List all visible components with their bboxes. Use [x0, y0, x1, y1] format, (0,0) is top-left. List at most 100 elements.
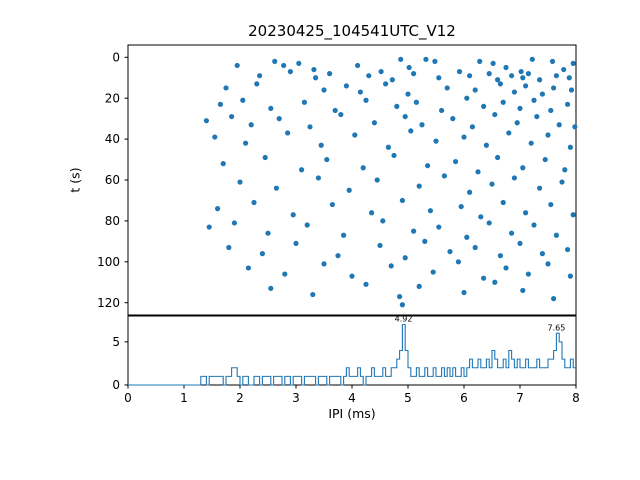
scatter-point — [251, 199, 257, 206]
scatter-point — [436, 224, 442, 230]
scatter-point — [506, 130, 512, 136]
scatter-point — [229, 113, 235, 120]
scatter-point — [570, 212, 576, 218]
scatter-point — [520, 75, 526, 81]
scatter-point — [352, 132, 358, 138]
scatter-point — [402, 113, 408, 120]
scatter-point — [489, 181, 495, 187]
scatter-point — [357, 89, 363, 95]
scatter-point — [268, 105, 274, 112]
scatter-point — [304, 222, 310, 228]
scatter-point — [523, 210, 529, 216]
scatter-point — [561, 66, 567, 73]
scatter-point — [377, 242, 383, 249]
scatter-point — [332, 107, 338, 114]
scatter-point — [500, 199, 506, 206]
scatter-point — [511, 89, 517, 95]
scatter-point — [423, 56, 429, 62]
scatter-point — [321, 261, 327, 267]
scatter-point — [273, 185, 279, 191]
scatter-point — [341, 232, 347, 238]
scatter-point — [338, 111, 344, 118]
scatter-point — [450, 116, 456, 122]
scatter-point — [520, 287, 526, 294]
scatter-point — [416, 183, 422, 189]
scatter-point — [296, 60, 302, 67]
scatter-point — [405, 91, 411, 97]
scatter-point — [318, 142, 324, 148]
chart-title: 20230425_104541UTC_V12 — [248, 22, 456, 40]
scatter-point — [349, 273, 355, 279]
y-tick-label: 0 — [112, 378, 120, 392]
scatter-point — [472, 87, 478, 93]
scatter-point — [542, 156, 548, 163]
scatter-point — [531, 222, 537, 228]
scatter-point — [321, 87, 327, 93]
scatter-point — [327, 71, 333, 77]
y-tick-label: 5 — [112, 335, 120, 349]
y-tick-label: 100 — [97, 255, 120, 269]
scatter-point — [566, 75, 572, 81]
scatter-point — [425, 163, 431, 169]
scatter-point — [545, 261, 551, 267]
scatter-point — [567, 144, 574, 150]
scatter-point — [503, 64, 509, 71]
scatter-point — [419, 122, 425, 128]
scatter-point — [537, 185, 543, 191]
scatter-point — [226, 244, 232, 251]
scatter-point — [567, 273, 574, 279]
scatter-point — [464, 95, 470, 101]
scatter-point — [469, 124, 475, 130]
scatter-point — [495, 77, 501, 83]
scatter-point — [329, 201, 335, 208]
scatter-point — [568, 87, 575, 93]
scatter-point — [281, 62, 287, 69]
scatter-point — [254, 81, 260, 87]
scatter-point — [481, 275, 487, 281]
scatter-point — [523, 83, 529, 89]
scatter-point — [243, 140, 249, 146]
scatter-point — [518, 68, 524, 75]
scatter-point — [492, 111, 498, 118]
y-tick-label: 120 — [97, 296, 120, 310]
scatter-point — [355, 62, 361, 69]
scatter-point — [478, 214, 484, 220]
scatter-point — [439, 107, 445, 114]
scatter-point — [570, 60, 576, 67]
scatter-point — [311, 66, 317, 73]
scatter-point — [539, 251, 546, 257]
scatter-point — [380, 218, 386, 224]
scatter-point — [402, 255, 408, 261]
scatter-point — [455, 259, 461, 265]
scatter-point — [245, 265, 251, 271]
scatter-point — [481, 103, 487, 109]
scatter-point — [299, 167, 305, 173]
scatter-point — [509, 73, 515, 79]
scatter-point — [324, 156, 330, 163]
scatter-point — [486, 220, 492, 226]
scatter-point — [551, 296, 557, 302]
scatter-point — [572, 124, 578, 130]
scatter-point — [520, 165, 526, 171]
y-tick-label: 20 — [105, 91, 120, 105]
scatter-point — [497, 253, 503, 259]
scatter-point — [223, 85, 229, 91]
scatter-point — [551, 85, 557, 91]
scatter-point — [265, 230, 271, 236]
scatter-point — [553, 73, 560, 79]
scatter-point — [545, 132, 551, 138]
x-tick-label: 4 — [348, 391, 356, 405]
scatter-point — [310, 291, 316, 298]
scatter-point — [453, 158, 459, 165]
scatter-point — [430, 269, 436, 275]
x-tick-label: 6 — [460, 391, 468, 405]
scatter-point — [237, 179, 243, 185]
scatter-point — [514, 120, 520, 126]
scatter-point — [399, 302, 405, 308]
scatter-point — [383, 81, 389, 87]
x-tick-label: 3 — [292, 391, 300, 405]
scatter-point — [285, 130, 291, 136]
scatter-point — [456, 68, 463, 75]
